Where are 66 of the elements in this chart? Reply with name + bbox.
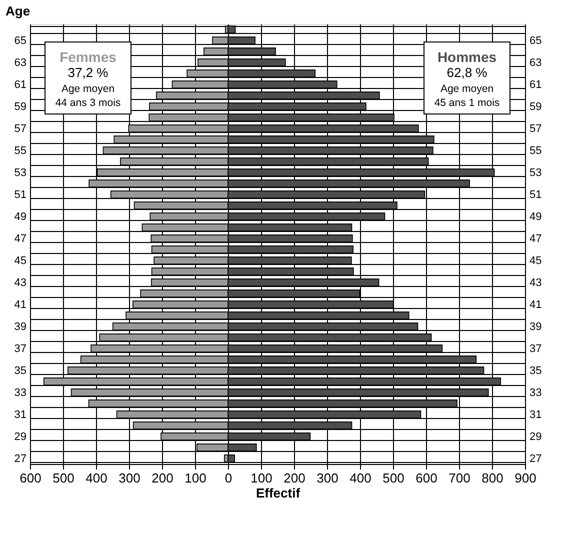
category-label: 57	[530, 123, 542, 135]
y-tick-label: 51	[14, 189, 26, 201]
text: Hommes	[437, 49, 497, 65]
y-tick-label: 53	[14, 167, 26, 179]
x-tick-label: 300	[118, 470, 140, 486]
y-tick-label: 29	[14, 431, 26, 443]
x-tick-label: 500	[382, 470, 404, 486]
y-axis-title: Age	[6, 4, 30, 18]
x-tick-label: 0	[224, 470, 232, 486]
category-label: 27	[530, 453, 542, 465]
text: Femmes	[60, 49, 117, 65]
y-tick-label: 55	[14, 145, 26, 157]
x-tick-label: 900	[514, 470, 536, 486]
x-tick-label: 400	[350, 470, 372, 486]
annotation: Age moyen	[61, 83, 115, 95]
x-tick-label: 100	[184, 470, 206, 486]
x-tick-label: 800	[482, 470, 504, 486]
y-tick-label: 49	[14, 211, 26, 223]
annotation: 45 ans 1 mois	[434, 97, 500, 109]
annotation: 44 ans 3 mois	[55, 97, 121, 109]
y-tick-label: 33	[14, 387, 26, 399]
category-label: 43	[530, 277, 542, 289]
y-tick-label: 31	[14, 409, 26, 421]
x-tick-label: 200	[152, 470, 174, 486]
category-label: 55	[530, 145, 542, 157]
y-tick-label: 59	[14, 101, 26, 113]
x-tick-label: 600	[20, 470, 42, 486]
category-label: 41	[530, 299, 542, 311]
y-tick-label: 57	[14, 123, 26, 135]
category-label: 33	[530, 387, 542, 399]
x-tick-label: 600	[416, 470, 438, 486]
category-label: 37	[530, 343, 542, 355]
category-label: 59	[530, 101, 542, 113]
category-label: 65	[530, 35, 542, 47]
category-label: 35	[530, 365, 542, 377]
category-label: 47	[530, 233, 542, 245]
y-tick-label: 43	[14, 277, 26, 289]
x-tick-label: 700	[448, 470, 470, 486]
annotation: 62,8 %	[446, 65, 488, 80]
category-label: 31	[530, 409, 542, 421]
category-label: 49	[530, 211, 542, 223]
category-label: 51	[530, 189, 542, 201]
category-label: 39	[530, 321, 542, 333]
y-tick-label: 41	[14, 299, 26, 311]
annotation: 37,2 %	[68, 65, 109, 80]
y-tick-label: 39	[14, 321, 26, 333]
y-tick-label: 37	[14, 343, 26, 355]
x-tick-label: 500	[52, 470, 74, 486]
annotation: Age moyen	[440, 83, 494, 95]
category-label: 45	[530, 255, 542, 267]
y-tick-label: 65	[14, 35, 26, 47]
category-label: 63	[530, 57, 542, 69]
x-tick-label: 200	[284, 470, 306, 486]
y-tick-label: 27	[14, 453, 26, 465]
y-tick-label: 61	[14, 79, 26, 91]
y-tick-label: 35	[14, 365, 26, 377]
x-tick-label: 100	[250, 470, 272, 486]
y-tick-label: 63	[14, 57, 26, 69]
category-label: 53	[530, 167, 542, 179]
category-label: 29	[530, 431, 542, 443]
y-tick-label: 47	[14, 233, 26, 245]
x-tick-label: 300	[316, 470, 338, 486]
category-label: 61	[530, 79, 542, 91]
y-tick-label: 45	[14, 255, 26, 267]
x-tick-label: 400	[86, 470, 108, 486]
x-axis-title: Effectif	[256, 486, 301, 500]
